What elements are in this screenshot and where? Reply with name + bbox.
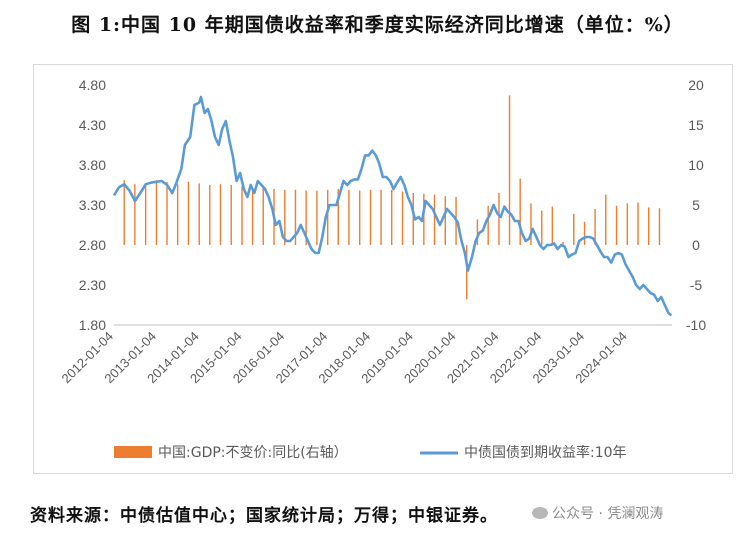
yield-line bbox=[112, 95, 673, 317]
y-right-tick-label: -5 bbox=[690, 277, 703, 293]
y-right-tick-label: 20 bbox=[688, 77, 704, 93]
gdp-bar bbox=[519, 178, 521, 245]
gdp-bar bbox=[209, 185, 211, 245]
y-right-tick-label: -10 bbox=[686, 317, 706, 333]
chart-frame: 4.80 4.30 3.80 3.30 2.80 2.30 1.80 20 15 10 5 0 -5 -1… bbox=[33, 64, 733, 474]
chart-svg: 4.80 4.30 3.80 3.30 2.80 2.30 1.80 20 15 10 5 0 -5 -1… bbox=[58, 77, 706, 461]
gdp-bar bbox=[219, 184, 222, 245]
wechat-icon bbox=[532, 507, 548, 519]
y-right-tick-label: 5 bbox=[692, 197, 700, 213]
gdp-bar bbox=[123, 180, 125, 245]
gdp-bar bbox=[134, 184, 136, 245]
gdp-bar bbox=[498, 193, 500, 245]
gdp-bar bbox=[284, 189, 286, 245]
y-left-tick-label: 4.30 bbox=[79, 117, 106, 133]
watermark: 公众号 · 凭澜观涛 bbox=[532, 503, 663, 523]
gdp-bar bbox=[444, 196, 446, 245]
gdp-bar bbox=[230, 185, 232, 245]
gdp-bar bbox=[476, 219, 479, 245]
legend-bar-label: 中国:GDP:不变价:同比(右轴） bbox=[158, 445, 348, 461]
gdp-bar bbox=[262, 188, 264, 245]
gdp-bar bbox=[487, 205, 489, 245]
gdp-bar bbox=[187, 181, 190, 245]
legend-line-label: 中债国债到期收益率:10年 bbox=[464, 444, 627, 461]
gdp-bar bbox=[508, 95, 511, 246]
gdp-bar bbox=[337, 189, 339, 245]
gdp-bar bbox=[369, 189, 372, 245]
gdp-bar bbox=[573, 213, 575, 245]
gdp-bar bbox=[594, 209, 596, 245]
watermark-text: 公众号 · 凭澜观涛 bbox=[552, 506, 664, 522]
legend-bar-swatch bbox=[114, 446, 152, 458]
gdp-bar bbox=[391, 189, 393, 245]
gdp-bar bbox=[316, 190, 318, 245]
gdp-bars bbox=[123, 95, 661, 300]
gdp-bar bbox=[241, 186, 243, 245]
gdp-bar bbox=[166, 181, 168, 245]
gdp-bar bbox=[327, 189, 329, 245]
gdp-bar bbox=[176, 184, 179, 245]
gdp-bar bbox=[551, 206, 554, 245]
y-left-tick-label: 1.80 bbox=[79, 317, 106, 333]
gdp-bar bbox=[658, 208, 661, 245]
gdp-bar bbox=[530, 203, 532, 245]
gdp-bar bbox=[251, 188, 254, 245]
y-left-tick-label: 2.30 bbox=[79, 277, 106, 293]
y-right-tick-label: 15 bbox=[688, 117, 704, 133]
gdp-bar bbox=[348, 189, 350, 245]
gdp-bar bbox=[423, 193, 425, 245]
gdp-bar bbox=[380, 189, 382, 245]
gdp-bar bbox=[626, 203, 629, 245]
y-left-tick-label: 3.30 bbox=[79, 197, 106, 213]
y-left-tick-label: 2.80 bbox=[79, 237, 106, 253]
gdp-bar bbox=[647, 207, 650, 245]
gdp-bar bbox=[466, 245, 468, 300]
source-note: 资料来源：中债估值中心；国家统计局；万得；中银证券。 bbox=[30, 506, 498, 526]
gdp-bar bbox=[637, 202, 639, 245]
y-right-tick-label: 0 bbox=[692, 237, 700, 253]
y-left-tick-label: 3.80 bbox=[79, 157, 106, 173]
gdp-bar bbox=[433, 194, 436, 245]
gdp-bar bbox=[144, 185, 147, 245]
gdp-bar bbox=[294, 189, 297, 245]
gdp-bar bbox=[155, 180, 158, 245]
gdp-bar bbox=[605, 194, 607, 245]
gdp-bar bbox=[412, 193, 414, 245]
gdp-bar bbox=[359, 190, 361, 245]
y-left-tick-label: 4.80 bbox=[79, 77, 106, 93]
gdp-bar bbox=[541, 210, 543, 245]
gdp-bar bbox=[198, 183, 200, 245]
gdp-bar bbox=[562, 241, 564, 245]
y-right-tick-label: 10 bbox=[688, 157, 704, 173]
chart-title: 图 1:中国 10 年期国债收益率和季度实际经济同比增速（单位：%） bbox=[71, 14, 684, 36]
gdp-bar bbox=[615, 205, 618, 245]
gdp-bar bbox=[583, 221, 586, 245]
gdp-bar bbox=[305, 190, 307, 245]
gdp-bar bbox=[401, 191, 404, 245]
